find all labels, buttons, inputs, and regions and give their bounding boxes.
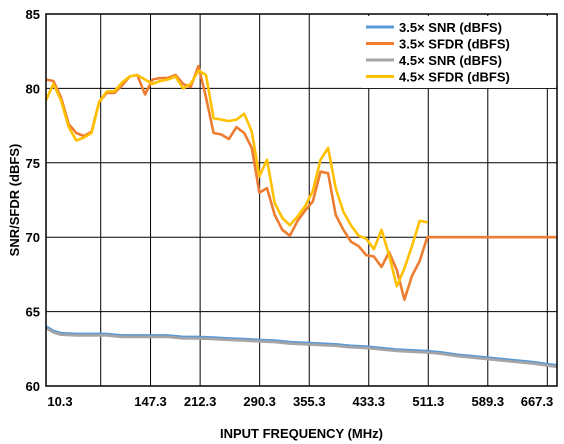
y-axis-label: SNR/SFDR (dBFS) [7, 144, 22, 257]
x-tick-label: 667.3 [521, 394, 554, 409]
x-tick-labels: 10.3 147.3 212.3 290.3 355.3 433.3 511.3 589.3 6… [47, 394, 553, 409]
series-line-1 [45, 64, 557, 301]
legend-label: 4.5× SNR (dBFS) [399, 53, 502, 68]
y-tick-label: 85 [26, 7, 40, 22]
legend: 3.5× SNR (dBFS) 3.5× SFDR (dBFS)4.5× SNR … [362, 16, 555, 88]
x-tick-label: 511.3 [412, 394, 444, 409]
series-line-2 [45, 326, 558, 368]
x-tick-label: 290.3 [243, 394, 276, 409]
legend-label: 3.5× SFDR (dBFS) [399, 37, 510, 52]
x-tick-label: 10.3 [47, 394, 72, 409]
x-tick-label: 355.3 [293, 394, 326, 409]
y-tick-label: 75 [26, 156, 40, 171]
y-tick-label: 60 [26, 379, 40, 394]
series-line-0 [45, 325, 558, 367]
x-tick-label: 212.3 [184, 394, 217, 409]
legend-box [362, 16, 555, 88]
x-tick-label: 147.3 [134, 394, 167, 409]
x-axis-label: INPUT FREQUENCY (MHz) [220, 426, 383, 441]
plot-frame [45, 13, 558, 387]
y-tick-label: 70 [26, 230, 40, 245]
x-tick-label: 589.3 [472, 394, 505, 409]
legend-label: 3.5× SNR (dBFS) [399, 20, 502, 35]
legend-label: 4.5× SFDR (dBFS) [399, 70, 510, 85]
x-tick-label: 433.3 [352, 394, 385, 409]
series-line-3 [44, 69, 428, 288]
y-tick-label: 80 [26, 81, 40, 96]
y-tick-labels: 60 65 70 75 80 85 [26, 7, 40, 394]
y-tick-label: 65 [26, 305, 40, 320]
series-group [44, 64, 558, 368]
